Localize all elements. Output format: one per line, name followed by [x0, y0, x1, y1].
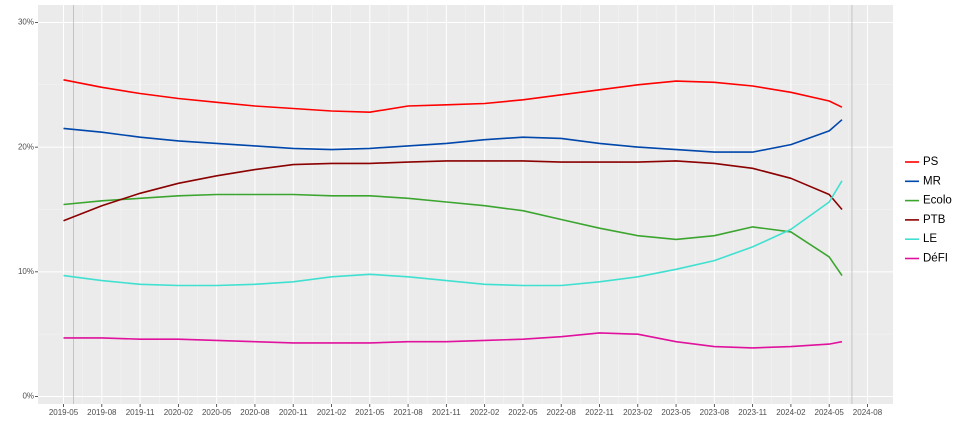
- x-tick-label: 2022-05: [508, 408, 538, 417]
- x-tick-label: 2021-11: [432, 408, 461, 417]
- x-tick-label: 2022-11: [585, 408, 614, 417]
- x-tick-label: 2020-05: [202, 408, 232, 417]
- legend-label: PTB: [923, 214, 946, 226]
- x-tick-label: 2023-02: [623, 408, 653, 417]
- x-tick-label: 2024-08: [853, 408, 883, 417]
- x-tick-label: 2021-02: [317, 408, 347, 417]
- series-line: [63, 79, 843, 113]
- x-tick-label: 2022-02: [470, 408, 500, 417]
- x-tick-label: 2022-08: [547, 408, 577, 417]
- x-tick-label: 2023-05: [661, 408, 691, 417]
- legend-label: LE: [923, 233, 937, 245]
- legend-label: PS: [923, 156, 939, 168]
- y-tick-label: 10%: [18, 267, 34, 276]
- series-line: [63, 193, 843, 277]
- y-tick-label: 0%: [22, 392, 34, 401]
- x-tick-label: 2021-05: [355, 408, 385, 417]
- x-tick-label: 2023-08: [700, 408, 730, 417]
- x-tick-label: 2024-02: [776, 408, 806, 417]
- x-tick-label: 2019-08: [87, 408, 117, 417]
- x-tick-label: 2019-05: [49, 408, 79, 417]
- series-line: [63, 160, 843, 222]
- series-line: [63, 332, 843, 349]
- legend-label: Ecolo: [923, 195, 952, 207]
- series-line: [63, 180, 843, 287]
- x-tick-label: 2021-08: [393, 408, 423, 417]
- x-tick-label: 2024-05: [815, 408, 845, 417]
- series-line: [63, 119, 843, 153]
- x-tick-label: 2019-11: [126, 408, 155, 417]
- y-tick-label: 30%: [18, 18, 34, 27]
- x-tick-label: 2020-02: [164, 408, 194, 417]
- x-tick-label: 2020-11: [279, 408, 308, 417]
- legend-label: DéFI: [923, 253, 948, 265]
- legend-label: MR: [923, 175, 941, 187]
- x-tick-label: 2023-11: [738, 408, 767, 417]
- y-tick-label: 20%: [18, 142, 34, 151]
- x-tick-label: 2020-08: [240, 408, 270, 417]
